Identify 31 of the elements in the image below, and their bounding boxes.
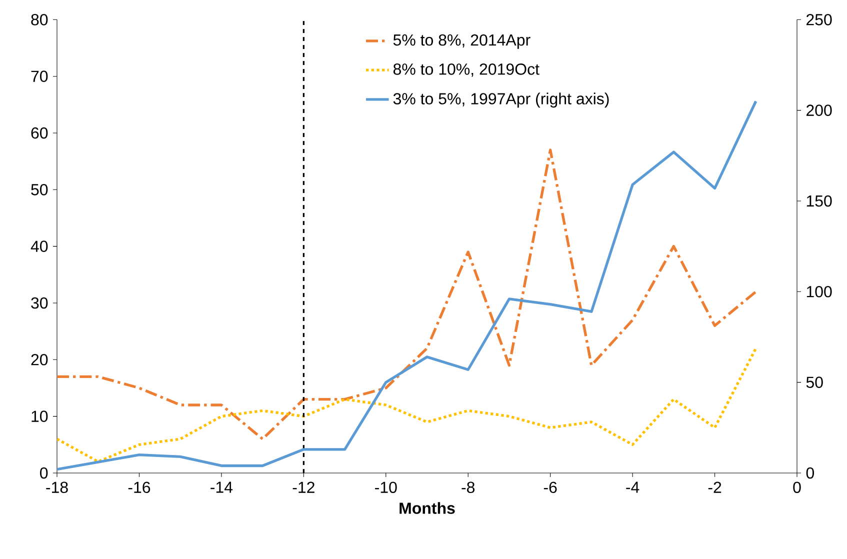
y-tick-label: 20 xyxy=(31,354,48,366)
x-tick-label: -10 xyxy=(375,482,397,494)
line-series xyxy=(57,346,758,463)
x-tick-label: 0 xyxy=(793,482,801,494)
y-tick-label: 10 xyxy=(32,410,48,422)
legend-label: 3% to 5%, 1997Apr (right axis) xyxy=(393,92,609,108)
y2-tick-label: 150 xyxy=(806,195,832,207)
x-tick-label: -18 xyxy=(46,482,68,494)
y-tick-label: 70 xyxy=(31,70,48,82)
y-tick-label: 40 xyxy=(30,240,48,252)
y2-tick-label: 50 xyxy=(806,376,823,388)
y2-tick-label: 0 xyxy=(806,467,814,479)
y2-tick-label: 100 xyxy=(806,286,832,298)
y-tick-label: 60 xyxy=(31,127,48,139)
x-axis-title: Months xyxy=(400,502,455,514)
x-tick-label: -2 xyxy=(708,482,722,493)
y-tick-label: 80 xyxy=(31,14,48,26)
x-tick-label: -14 xyxy=(210,482,233,493)
x-tick-label: -8 xyxy=(462,482,475,494)
y-tick-label: 50 xyxy=(31,184,48,196)
legend-label: 8% to 10%, 2019Oct xyxy=(393,64,540,77)
x-tick-label: -12 xyxy=(292,482,314,493)
y-tick-label: 30 xyxy=(31,297,48,309)
legend-label: 5% to 8%, 2014Apr xyxy=(393,34,530,49)
x-tick-label: -4 xyxy=(626,482,640,493)
x-tick-label: -6 xyxy=(544,482,557,494)
x-tick-label: -16 xyxy=(128,482,150,494)
line-series xyxy=(57,148,758,440)
y-tick-label: 0 xyxy=(40,467,48,479)
y2-tick-label: 250 xyxy=(806,14,832,26)
y2-tick-label: 200 xyxy=(806,104,832,116)
